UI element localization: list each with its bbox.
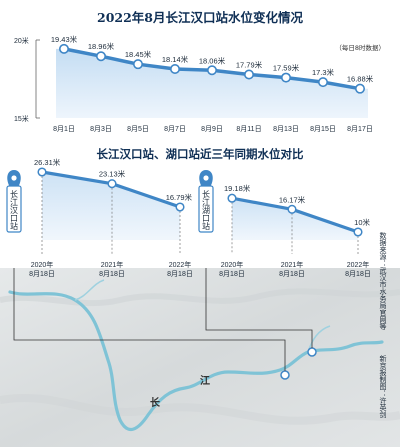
chart1-xtick-label: 8月9日 xyxy=(201,125,223,133)
chart1-xtick-label: 8月13日 xyxy=(273,125,299,133)
hankou-leader-line xyxy=(13,225,286,371)
chart1-title: 2022年8月长江汉口站水位变化情况 xyxy=(97,10,303,25)
panel-data-label: 16.17米 xyxy=(279,194,306,204)
chart1-data-point xyxy=(96,51,107,62)
credit-note: 新京报制图：许英剑 xyxy=(379,354,387,418)
panel-xtick-year: 2020年 xyxy=(221,260,244,269)
panel-data-point xyxy=(287,204,297,214)
river-tributary xyxy=(74,279,105,301)
chart1-xtick-label: 8月11日 xyxy=(236,125,261,133)
chart1-data-label: 18.06米 xyxy=(199,55,226,65)
panel-xtick-date: 8月18日 xyxy=(99,270,125,278)
panel-xtick-date: 8月18日 xyxy=(167,270,193,278)
station-label: 长江汉口站 xyxy=(10,189,19,231)
panel-data-point xyxy=(107,179,117,189)
chart1-xtick-label: 8月15日 xyxy=(310,125,336,133)
chart-three-year-comparison: 长江汉口站、湖口站近三年同期水位对比 26.31米2020年8月18日23.13… xyxy=(0,140,400,278)
panel-xtick-year: 2020年 xyxy=(31,260,54,269)
chart2-title: 长江汉口站、湖口站近三年同期水位对比 xyxy=(97,147,304,161)
panel-area xyxy=(42,172,180,240)
panel-hankou: 26.31米2020年8月18日23.13米2021年8月18日16.79米20… xyxy=(6,157,193,278)
panel-xtick-date: 8月18日 xyxy=(29,270,55,278)
chart1-data-label: 18.96米 xyxy=(88,41,115,51)
chart1-note: （每日8时数据） xyxy=(335,43,385,52)
panel-xtick-date: 8月18日 xyxy=(279,270,305,278)
hukou-location-marker xyxy=(307,347,317,357)
chart1-data-label: 18.14米 xyxy=(162,54,189,64)
chart1-data-point xyxy=(207,65,218,76)
river-label-jiang: 江 xyxy=(200,374,210,387)
yangtze-river xyxy=(8,290,384,431)
panel-data-label: 23.13米 xyxy=(99,169,126,179)
panel-xtick-year: 2022年 xyxy=(169,260,192,269)
chart1-data-label: 16.88米 xyxy=(347,74,374,84)
panel-xtick-year: 2022年 xyxy=(347,260,370,269)
chart1-data-label: 17.79米 xyxy=(236,59,263,69)
panel-xtick-year: 2021年 xyxy=(101,260,124,269)
chart-hankou-august: 2022年8月长江汉口站水位变化情况 （每日8时数据） 20米 15米 19.4… xyxy=(0,0,400,140)
map-terrain xyxy=(0,393,400,425)
chart1-data-label: 18.45米 xyxy=(125,49,152,59)
river-label-chang: 长 xyxy=(150,396,161,409)
chart1-data-point xyxy=(58,43,69,54)
panel-xtick-date: 8月18日 xyxy=(345,270,371,278)
panel-xtick-year: 2021年 xyxy=(281,260,304,269)
panel-data-label: 16.79米 xyxy=(166,192,193,202)
station-label-box xyxy=(198,185,214,233)
panel-data-point xyxy=(353,227,363,237)
chart1-data-point xyxy=(133,59,144,70)
panel-area xyxy=(232,198,358,240)
chart1-xtick-label: 8月5日 xyxy=(127,125,149,133)
chart1-data-label: 19.43米 xyxy=(51,34,78,44)
chart1-data-point xyxy=(244,69,255,80)
chart1-ytick-label: 20米 xyxy=(14,36,29,45)
panel-data-label: 19.18米 xyxy=(224,183,251,193)
station-label-box xyxy=(6,185,22,233)
map: 长 江 xyxy=(0,225,400,447)
chart1-xtick-label: 8月1日 xyxy=(53,125,75,133)
chart1-xtick-label: 8月7日 xyxy=(164,125,186,133)
location-pin-dot xyxy=(11,175,17,181)
panel-data-label: 26.31米 xyxy=(34,157,61,167)
hukou-leader-line xyxy=(205,225,313,348)
panel-hukou: 19.18米2020年8月18日16.17米2021年8月18日10米2022年… xyxy=(198,170,371,278)
chart1-data-point xyxy=(170,64,181,75)
chart1-data-label: 17.59米 xyxy=(273,63,300,73)
station-label: 长江湖口站 xyxy=(202,189,211,231)
source-note: 数据来源：武汉市水务局官网等 xyxy=(379,231,387,330)
panel-data-label: 10米 xyxy=(354,217,370,227)
panel-data-point xyxy=(175,202,185,212)
chart1-marks: 19.43米 8月1日 18.96米 8月3日 18.45米 8月5日 18.14米 8月7日… xyxy=(51,34,374,133)
panel-data-point xyxy=(37,167,47,177)
panel-data-point xyxy=(227,193,237,203)
map-terrain xyxy=(0,288,400,307)
chart1-xtick-label: 8月3日 xyxy=(90,125,112,133)
chart1-xtick-label: 8月17日 xyxy=(347,125,373,133)
panel-xtick-date: 8月18日 xyxy=(219,270,245,278)
chart1-data-label: 17.3米 xyxy=(312,67,335,77)
hankou-location-marker xyxy=(280,370,290,380)
location-pin-dot xyxy=(203,175,209,181)
chart1-data-point xyxy=(280,72,291,83)
chart1-ytick-label: 15米 xyxy=(14,114,29,123)
chart1-data-point xyxy=(354,83,365,94)
chart1-data-point xyxy=(317,77,328,88)
